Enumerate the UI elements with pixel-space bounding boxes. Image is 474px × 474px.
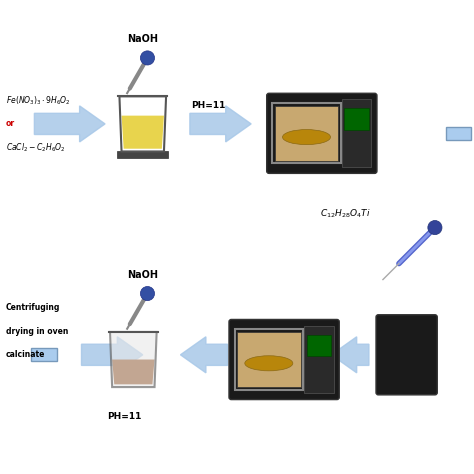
Text: NaOH: NaOH xyxy=(127,270,158,280)
Text: PH=11: PH=11 xyxy=(191,100,226,109)
FancyBboxPatch shape xyxy=(237,332,301,387)
FancyBboxPatch shape xyxy=(304,326,334,393)
Text: $Fe(NO_3)_3\cdot9H_6O_2$: $Fe(NO_3)_3\cdot9H_6O_2$ xyxy=(6,94,71,107)
Text: $C_{12}H_{28}O_4Ti$: $C_{12}H_{28}O_4Ti$ xyxy=(320,207,371,219)
Text: or: or xyxy=(6,119,15,128)
Ellipse shape xyxy=(245,356,293,371)
FancyBboxPatch shape xyxy=(376,315,438,395)
Polygon shape xyxy=(82,337,143,373)
FancyBboxPatch shape xyxy=(342,100,372,167)
Polygon shape xyxy=(35,106,105,142)
Polygon shape xyxy=(110,332,156,387)
Text: drying in oven: drying in oven xyxy=(6,327,68,336)
FancyBboxPatch shape xyxy=(267,93,377,173)
Polygon shape xyxy=(331,337,369,373)
FancyBboxPatch shape xyxy=(229,319,339,400)
Text: calcinate: calcinate xyxy=(6,350,46,359)
Circle shape xyxy=(140,51,155,65)
Polygon shape xyxy=(181,337,228,373)
Polygon shape xyxy=(112,359,155,384)
Circle shape xyxy=(140,286,155,301)
FancyBboxPatch shape xyxy=(31,348,57,361)
Text: Centrifuging: Centrifuging xyxy=(6,303,61,312)
FancyBboxPatch shape xyxy=(344,109,369,129)
Text: NaOH: NaOH xyxy=(127,34,158,44)
FancyBboxPatch shape xyxy=(446,127,472,140)
Ellipse shape xyxy=(283,129,330,145)
Text: PH=11: PH=11 xyxy=(107,411,141,420)
FancyBboxPatch shape xyxy=(117,152,168,158)
Circle shape xyxy=(428,220,442,235)
Polygon shape xyxy=(190,106,251,142)
FancyBboxPatch shape xyxy=(274,106,338,161)
Text: $CaCl_2-C_2H_6O_2$: $CaCl_2-C_2H_6O_2$ xyxy=(6,141,66,154)
Polygon shape xyxy=(121,116,164,149)
FancyBboxPatch shape xyxy=(307,335,331,356)
